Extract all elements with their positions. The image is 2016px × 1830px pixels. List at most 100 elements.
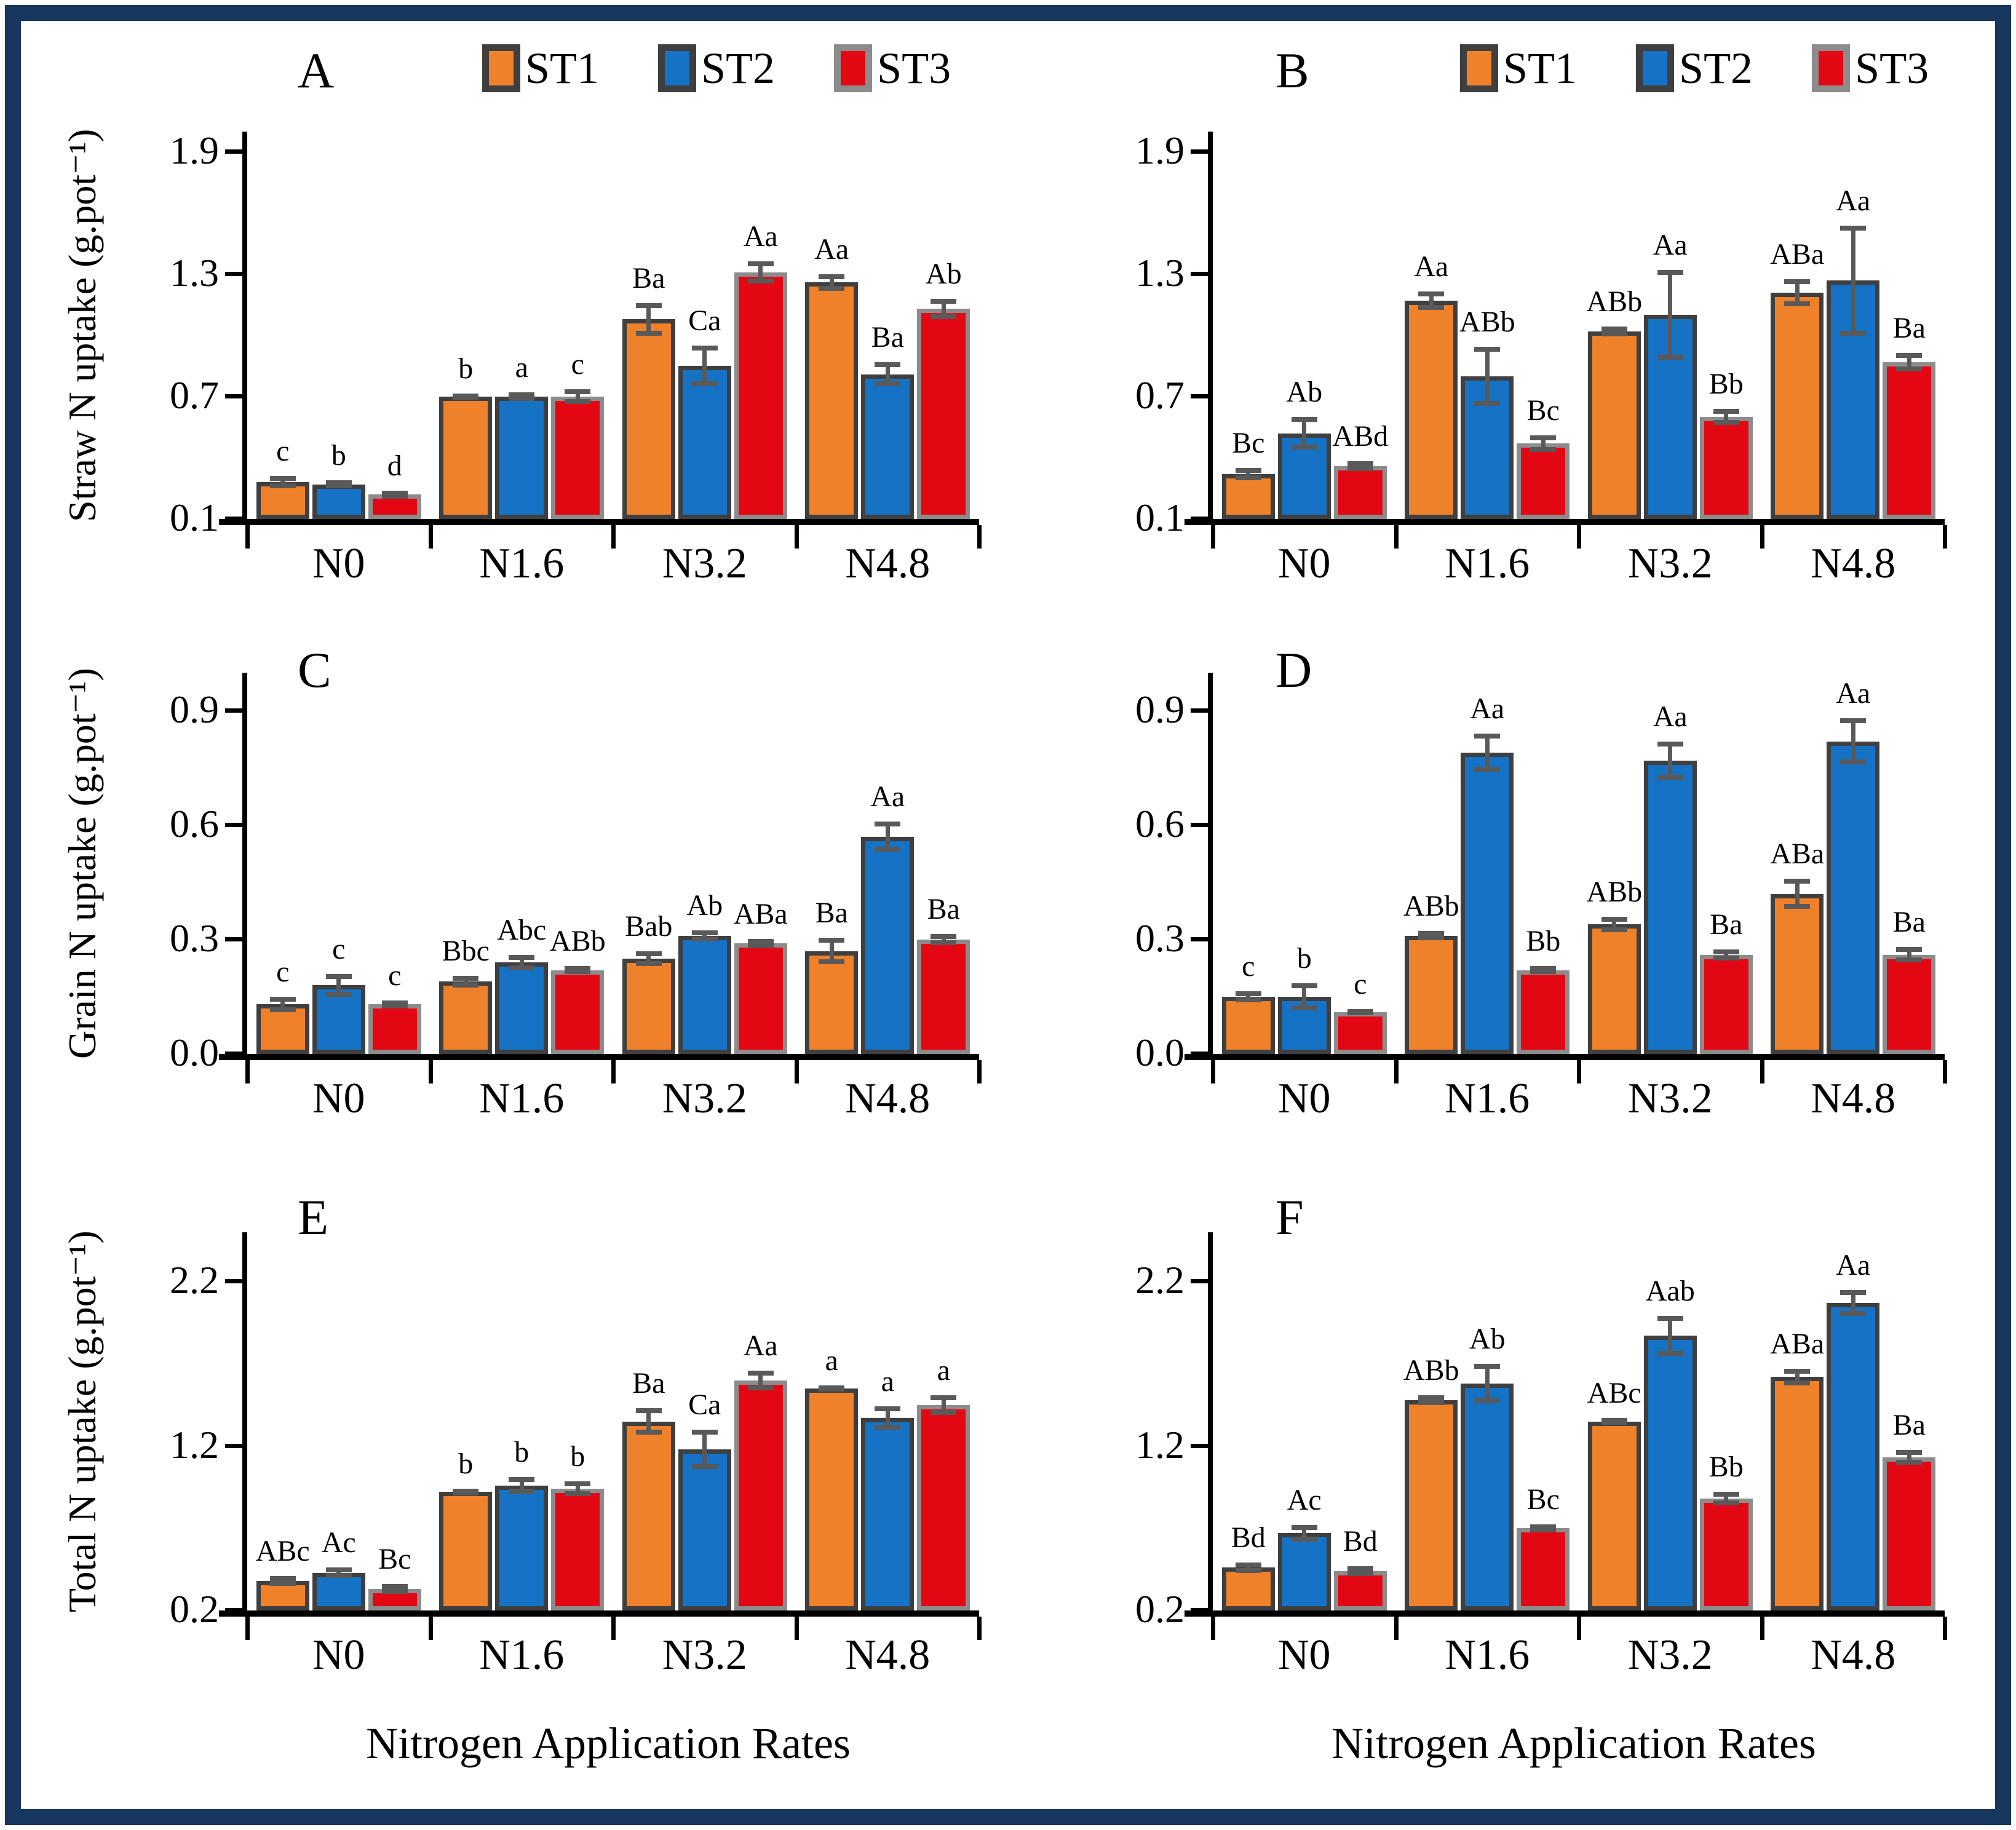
legend-label-st2: ST2 [701,44,776,93]
error-bar-cap-top [1840,225,1867,231]
error-bar-cap-bottom [691,381,718,387]
error-bar-cap-bottom [1840,1311,1867,1317]
legend-label-st2: ST2 [1679,44,1753,93]
y-tick-label: 1.2 [170,1422,219,1467]
bar-d-n3.2-st2 [1643,760,1697,1054]
bar-b-n4.8-st3 [1883,362,1936,519]
y-tick-mark [1191,149,1208,154]
error-bar-cap-top [635,303,662,308]
error-bar-cap-bottom [509,395,535,401]
error-bar-cap-bottom [819,285,845,291]
x-tick-label-n3.2: N3.2 [662,1631,747,1679]
error-bar-cap-top [875,1406,901,1412]
error-bar-cap-bottom [1896,366,1923,371]
error-bar-cap-top [1713,408,1739,414]
significance-letter: Ba [632,1367,665,1400]
panel-grain-left: C Grain N uptake (g.pot⁻¹) 0.0 0.3 0.6 0.9 N0 c… [27,611,1005,1168]
x-tick-label-n4.8: N4.8 [845,1631,931,1679]
error-bar-cap-bottom [1601,927,1627,932]
error-bar-cap-bottom [509,965,535,970]
error-bar [1485,346,1490,406]
error-bar-cap-bottom [1235,475,1261,480]
error-bar [336,1567,341,1578]
x-tick-mark [428,1060,433,1083]
error-bar-cap-top [1784,279,1811,285]
panel-total-right: F 0.2 1.2 2.2 N0 Bd Ac Bd N1.6 ABb Ab Bc N3.2 ABc Aab B… [1005,1168,1983,1786]
error-bar [646,951,651,967]
error-bar-cap-bottom [875,381,901,387]
error-bar-cap-bottom [1530,1527,1557,1532]
error-bar [1907,1450,1911,1465]
significance-letter: Ba [1892,311,1926,344]
significance-letter: Aa [1836,184,1871,217]
bar-e-n1.6-st2 [495,1485,549,1610]
bar-b-n1.6-st3 [1517,443,1570,519]
error-bar [829,937,834,965]
significance-letter: Aa [1653,229,1688,262]
error-bar-cap-bottom [1840,330,1867,336]
error-bar-cap-top [1291,1524,1317,1530]
error-bar-cap-top [819,274,845,280]
error-bar-cap-top [1896,947,1923,953]
error-bar-cap-top [635,1408,662,1414]
x-tick-mark [1943,1617,1947,1640]
bar-d-n3.2-st3 [1699,954,1753,1054]
bar-f-n3.2-st3 [1699,1499,1753,1610]
y-tick-label: 1.3 [1135,251,1185,295]
error-bar-cap-top [1418,931,1445,937]
error-bar-cap-bottom [269,1580,296,1586]
x-tick-mark [245,525,250,549]
error-bar-cap-top [1713,1492,1739,1497]
error-bar-cap-bottom [1418,1400,1445,1405]
x-tick-mark [977,1060,982,1083]
legend-label-st3: ST3 [1855,44,1929,93]
error-bar-cap-top [1347,1566,1373,1571]
x-tick-label-n1.6: N1.6 [479,1631,565,1679]
y-tick-label: 1.2 [1135,1422,1185,1467]
error-bar [1302,983,1307,1010]
significance-letter: a [937,1353,950,1387]
error-bar-cap-top [1474,346,1501,352]
panel-letter-a: A [298,42,335,98]
error-bar-cap-bottom [691,1464,718,1470]
significance-letter: ABa [1770,238,1825,271]
error-bar-cap-top [269,476,296,481]
x-tick-mark [1394,1617,1399,1640]
y-tick-mark [1191,1052,1208,1056]
significance-letter: c [388,959,402,992]
error-bar [280,1575,285,1586]
error-bar-cap-top [875,362,901,367]
error-bar-cap-top [1657,270,1683,275]
x-axis-extension [1185,519,1213,525]
error-bar-cap-top [269,997,296,1002]
x-tick-mark [1760,1060,1764,1083]
error-bar [1485,1363,1490,1404]
error-bar-cap-bottom [1235,1567,1261,1573]
bar-f-n0-st1 [1221,1567,1275,1610]
x-tick-label-n1.6: N1.6 [479,1075,565,1122]
y-tick-label: 0.0 [170,1031,219,1074]
bar-e-n1.6-st1 [439,1492,493,1610]
error-bar [885,1406,890,1430]
x-tick-mark [1577,1060,1581,1083]
error-bar-cap-bottom [747,279,774,284]
significance-letter: Bc [1526,394,1560,427]
y-tick-mark [225,1052,242,1056]
error-bar-cap-bottom [1784,904,1811,909]
x-tick-mark [1943,1060,1947,1083]
significance-letter: c [332,932,346,965]
error-bar-cap-top [565,1481,591,1487]
error-bar [1668,741,1673,780]
error-bar-cap-top [691,346,718,351]
panel-letter-e: E [298,1189,329,1245]
significance-letter: Ac [321,1526,356,1559]
significance-letter: ABc [255,1534,310,1567]
significance-letter: ABc [1587,1377,1641,1410]
x-tick-mark [1760,1617,1764,1640]
bar-f-n4.8-st3 [1883,1457,1936,1610]
error-bar [1795,1368,1800,1385]
significance-letter: ABa [1770,1327,1825,1360]
bar-e-n3.2-st3 [734,1380,787,1610]
error-bar-cap-bottom [635,961,662,967]
error-bar-cap-top [691,1429,718,1435]
